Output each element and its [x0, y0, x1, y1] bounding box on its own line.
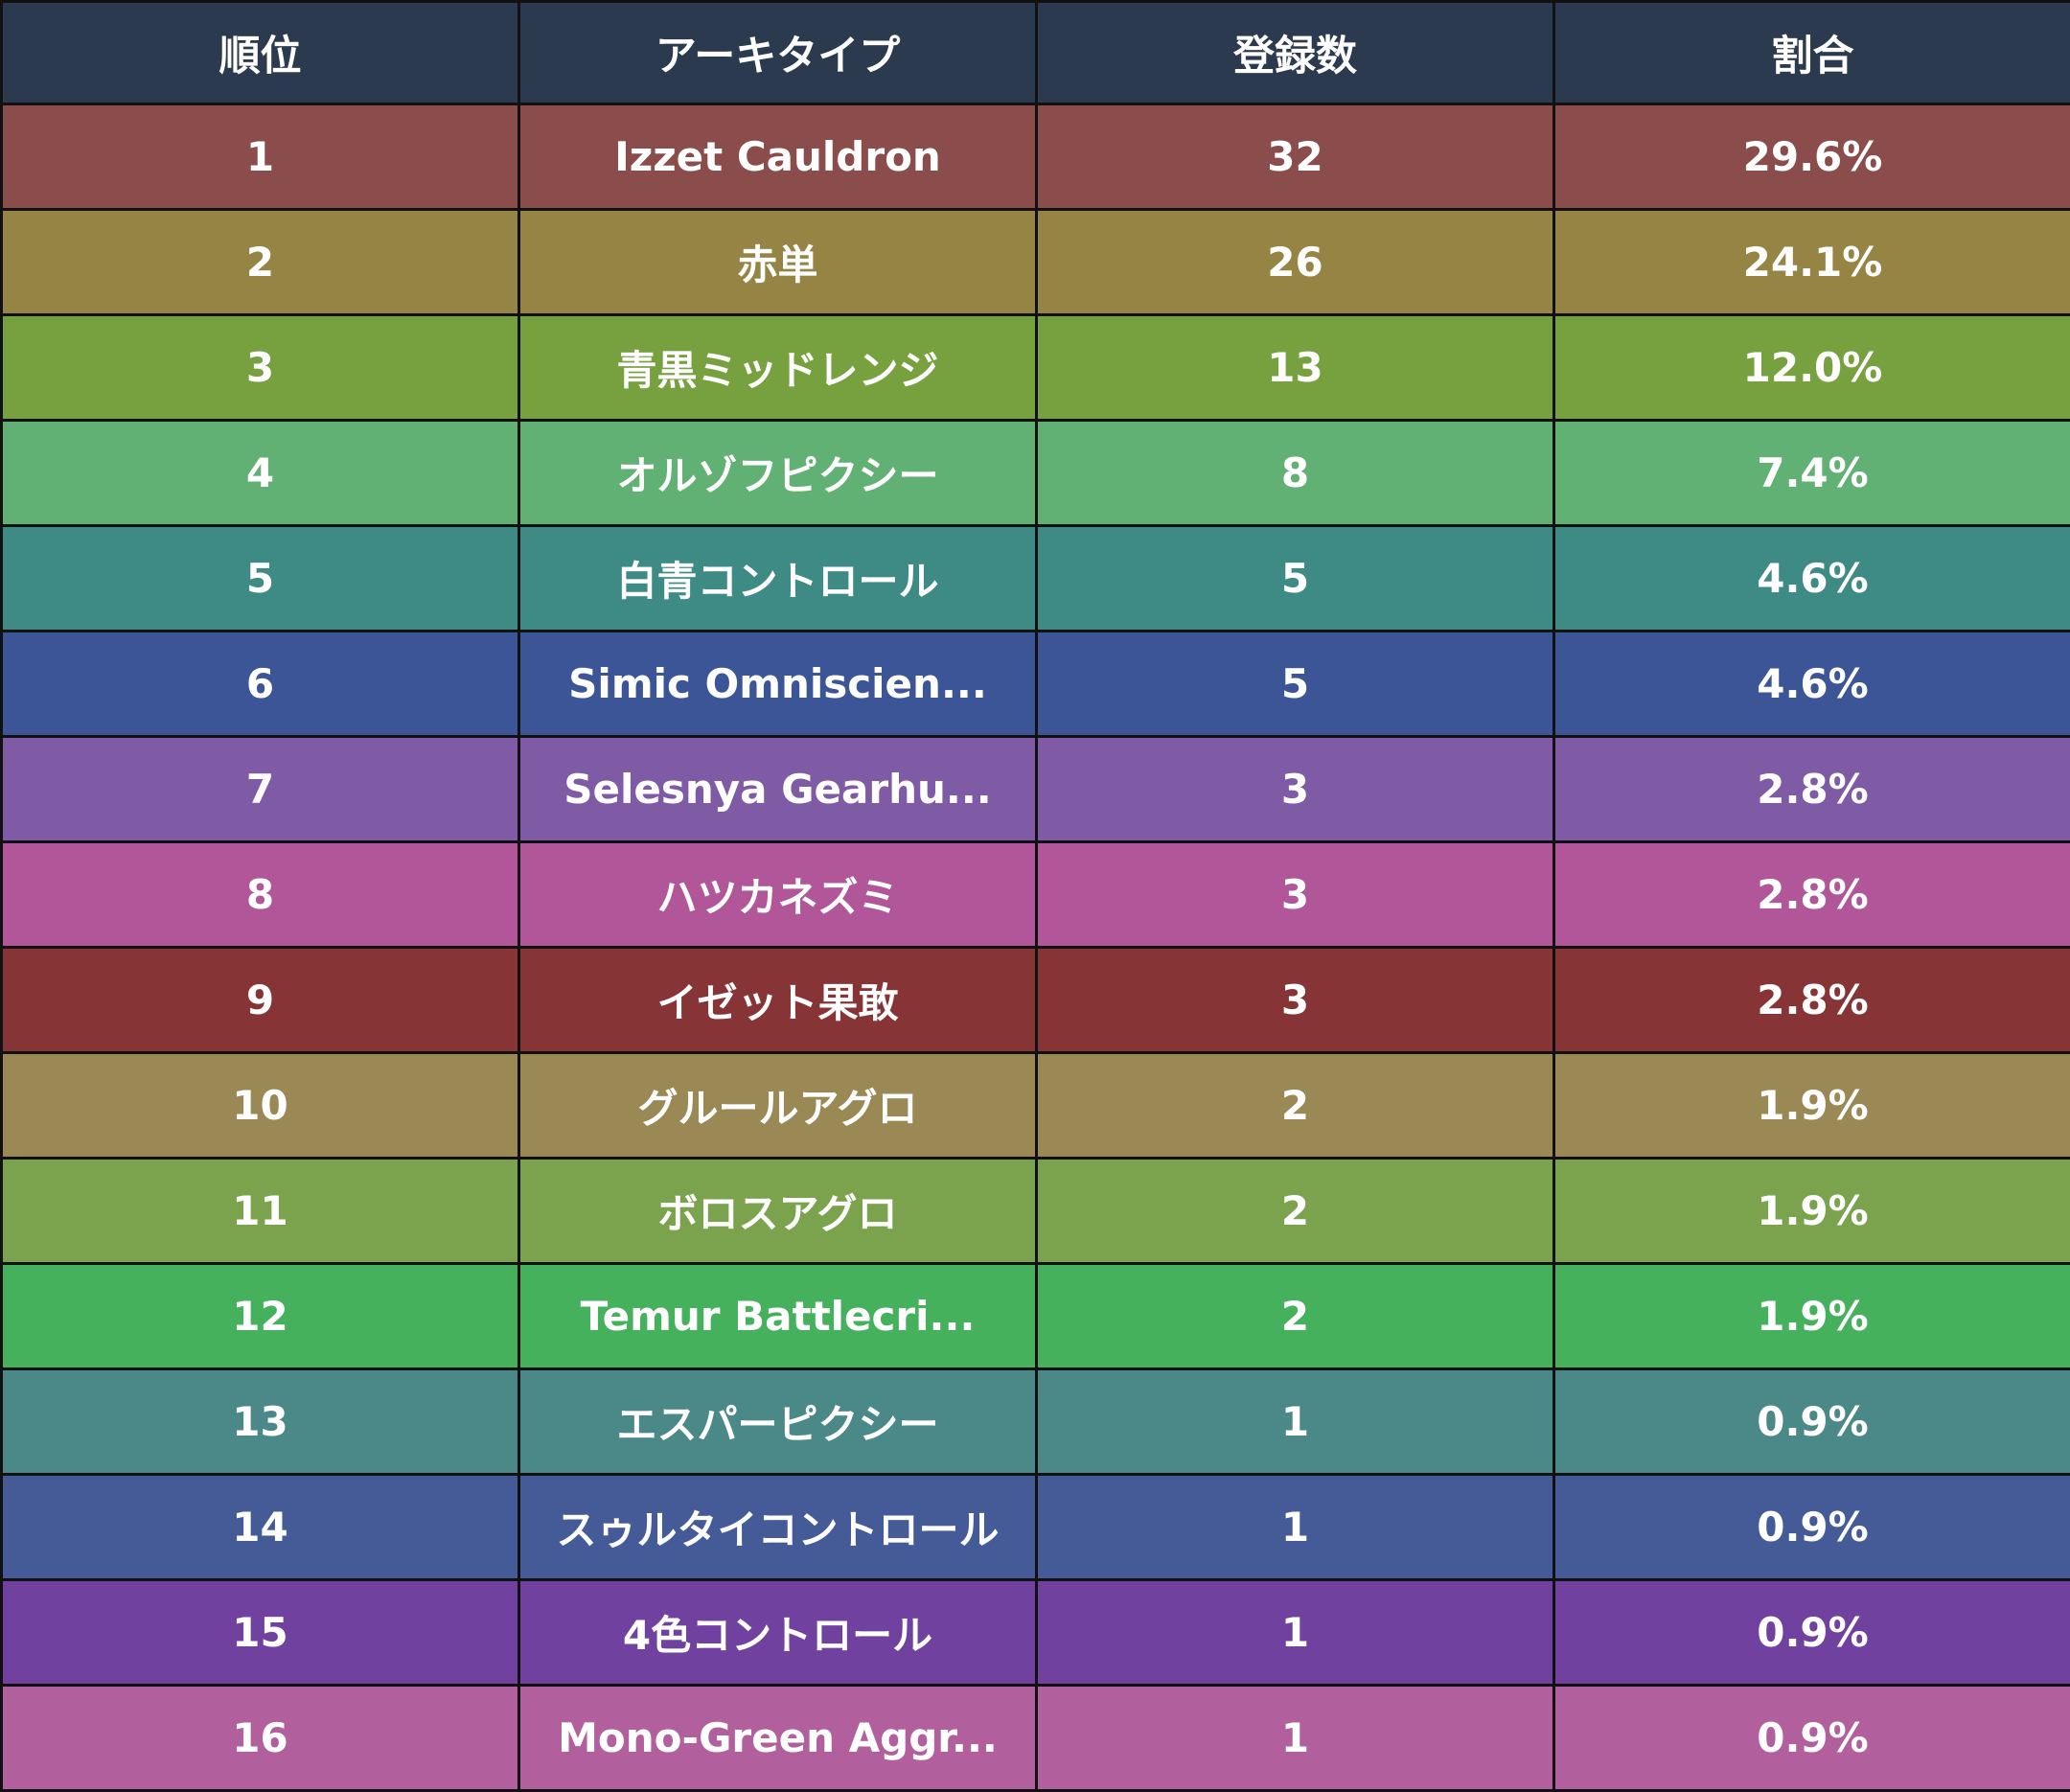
share-cell: 1.9% — [1552, 1262, 2070, 1370]
rank-cell: 16 — [0, 1684, 520, 1792]
count-cell: 2 — [1035, 1157, 1555, 1265]
share-cell: 24.1% — [1552, 208, 2070, 316]
rank-cell: 1 — [0, 103, 520, 211]
archetype-cell: Izzet Cauldron — [518, 103, 1038, 211]
rank-cell: 4 — [0, 419, 520, 527]
count-cell: 13 — [1035, 313, 1555, 422]
header-share: 割合 — [1552, 0, 2070, 105]
archetype-cell: Selesnya Gearhu... — [518, 735, 1038, 843]
rank-cell: 2 — [0, 208, 520, 316]
archetype-cell: エスパーピクシー — [518, 1367, 1038, 1476]
count-cell: 2 — [1035, 1262, 1555, 1370]
rank-cell: 11 — [0, 1157, 520, 1265]
table-row: 12 Temur Battlecri... 2 1.9% — [0, 1262, 2070, 1370]
rank-cell: 7 — [0, 735, 520, 843]
count-cell: 1 — [1035, 1578, 1555, 1687]
archetype-cell: オルゾフピクシー — [518, 419, 1038, 527]
share-cell: 2.8% — [1552, 840, 2070, 949]
count-cell: 5 — [1035, 630, 1555, 738]
table-row: 11 ボロスアグロ 2 1.9% — [0, 1157, 2070, 1265]
count-cell: 3 — [1035, 946, 1555, 1054]
count-cell: 1 — [1035, 1367, 1555, 1476]
table-row: 4 オルゾフピクシー 8 7.4% — [0, 419, 2070, 527]
count-cell: 1 — [1035, 1473, 1555, 1581]
rank-cell: 6 — [0, 630, 520, 738]
table-row: 16 Mono-Green Aggr... 1 0.9% — [0, 1684, 2070, 1792]
rank-cell: 8 — [0, 840, 520, 949]
archetype-cell: 4色コントロール — [518, 1578, 1038, 1687]
rank-cell: 3 — [0, 313, 520, 422]
archetype-cell: イゼット果敢 — [518, 946, 1038, 1054]
share-cell: 2.8% — [1552, 946, 2070, 1054]
share-cell: 1.9% — [1552, 1157, 2070, 1265]
rank-cell: 10 — [0, 1051, 520, 1160]
share-cell: 4.6% — [1552, 524, 2070, 632]
rank-cell: 12 — [0, 1262, 520, 1370]
rank-cell: 5 — [0, 524, 520, 632]
count-cell: 1 — [1035, 1684, 1555, 1792]
count-cell: 26 — [1035, 208, 1555, 316]
table-row: 1 Izzet Cauldron 32 29.6% — [0, 103, 2070, 211]
table-row: 6 Simic Omniscien... 5 4.6% — [0, 630, 2070, 738]
share-cell: 2.8% — [1552, 735, 2070, 843]
rank-cell: 9 — [0, 946, 520, 1054]
share-cell: 1.9% — [1552, 1051, 2070, 1160]
table-row: 10 グルールアグロ 2 1.9% — [0, 1051, 2070, 1160]
archetype-cell: スゥルタイコントロール — [518, 1473, 1038, 1581]
count-cell: 8 — [1035, 419, 1555, 527]
archetype-cell: ハツカネズミ — [518, 840, 1038, 949]
archetype-cell: グルールアグロ — [518, 1051, 1038, 1160]
table-row: 9 イゼット果敢 3 2.8% — [0, 946, 2070, 1054]
count-cell: 32 — [1035, 103, 1555, 211]
header-count: 登録数 — [1035, 0, 1555, 105]
header-rank: 順位 — [0, 0, 520, 105]
table-row: 14 スゥルタイコントロール 1 0.9% — [0, 1473, 2070, 1581]
share-cell: 4.6% — [1552, 630, 2070, 738]
table-row: 8 ハツカネズミ 3 2.8% — [0, 840, 2070, 949]
share-cell: 7.4% — [1552, 419, 2070, 527]
table-row: 15 4色コントロール 1 0.9% — [0, 1578, 2070, 1687]
share-cell: 29.6% — [1552, 103, 2070, 211]
archetype-cell: Temur Battlecri... — [518, 1262, 1038, 1370]
header-archetype: アーキタイプ — [518, 0, 1038, 105]
archetype-cell: Mono-Green Aggr... — [518, 1684, 1038, 1792]
count-cell: 3 — [1035, 735, 1555, 843]
share-cell: 12.0% — [1552, 313, 2070, 422]
rank-cell: 15 — [0, 1578, 520, 1687]
rank-cell: 14 — [0, 1473, 520, 1581]
archetype-cell: 赤単 — [518, 208, 1038, 316]
count-cell: 3 — [1035, 840, 1555, 949]
count-cell: 2 — [1035, 1051, 1555, 1160]
archetype-cell: Simic Omniscien... — [518, 630, 1038, 738]
archetype-cell: 青黒ミッドレンジ — [518, 313, 1038, 422]
count-cell: 5 — [1035, 524, 1555, 632]
table-header-row: 順位 アーキタイプ 登録数 割合 — [0, 0, 2070, 105]
share-cell: 0.9% — [1552, 1684, 2070, 1792]
share-cell: 0.9% — [1552, 1473, 2070, 1581]
archetype-cell: 白青コントロール — [518, 524, 1038, 632]
share-cell: 0.9% — [1552, 1578, 2070, 1687]
table-row: 5 白青コントロール 5 4.6% — [0, 524, 2070, 632]
table-row: 2 赤単 26 24.1% — [0, 208, 2070, 316]
archetype-cell: ボロスアグロ — [518, 1157, 1038, 1265]
table-body: 1 Izzet Cauldron 32 29.6% 2 赤単 26 24.1% 3 青黒ミッドレン… — [0, 103, 2070, 1792]
rank-cell: 13 — [0, 1367, 520, 1476]
table-row: 13 エスパーピクシー 1 0.9% — [0, 1367, 2070, 1476]
share-cell: 0.9% — [1552, 1367, 2070, 1476]
table-row: 7 Selesnya Gearhu... 3 2.8% — [0, 735, 2070, 843]
table-row: 3 青黒ミッドレンジ 13 12.0% — [0, 313, 2070, 422]
